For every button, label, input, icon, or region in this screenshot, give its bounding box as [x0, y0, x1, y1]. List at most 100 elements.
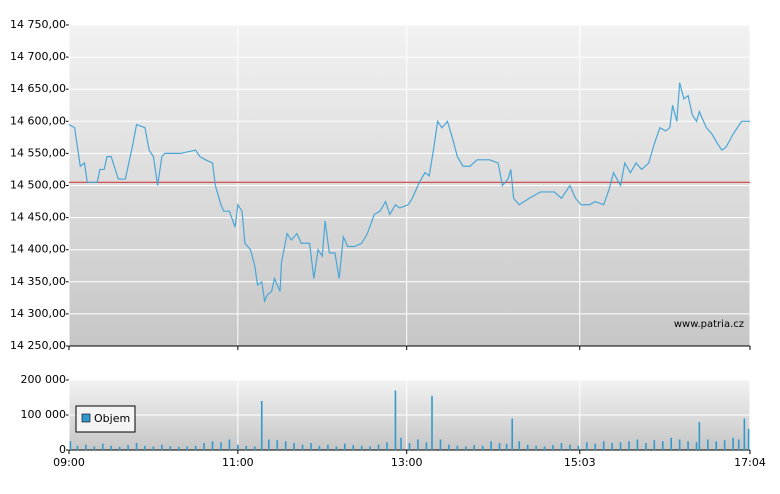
volume-bar: [505, 443, 508, 450]
volume-bar: [698, 422, 701, 450]
volume-bar: [293, 443, 295, 450]
volume-bar: [369, 446, 371, 450]
y-tick-label: 100 000: [21, 408, 67, 421]
y-tick-label: 14 750,00: [10, 18, 66, 31]
volume-bar: [276, 440, 279, 450]
y-tick-label: 14 700,00: [10, 50, 66, 63]
volume-bar: [715, 441, 718, 450]
volume-bar: [220, 442, 222, 450]
volume-bar: [498, 443, 501, 450]
volume-bar: [594, 443, 597, 450]
volume-bar: [386, 442, 388, 450]
y-tick-label: 14 350,00: [10, 275, 66, 288]
volume-bar: [481, 445, 484, 450]
volume-bar: [228, 439, 231, 450]
volume-bar: [101, 443, 104, 450]
volume-bar: [706, 439, 709, 450]
volume-bar: [260, 401, 263, 450]
volume-bar: [69, 441, 72, 450]
volume-bar: [456, 445, 459, 450]
volume-bar: [310, 443, 312, 450]
volume-bar: [400, 437, 402, 450]
volume-bar: [93, 446, 96, 450]
volume-bar: [186, 446, 188, 450]
volume-bar: [118, 446, 121, 450]
volume-bar: [611, 443, 613, 450]
volume-bar: [670, 437, 673, 450]
volume-bar: [653, 440, 656, 450]
volume-bar: [245, 445, 248, 450]
volume-bar: [743, 418, 746, 450]
volume-bar: [560, 443, 563, 450]
volume-bar: [552, 445, 554, 450]
volume-bar: [85, 444, 87, 450]
volume-bar: [177, 446, 180, 450]
y-tick-label: 14 550,00: [10, 146, 66, 159]
volume-bar: [360, 445, 363, 450]
volume-bar: [161, 444, 163, 450]
volume-bar: [619, 442, 622, 450]
volume-bar: [110, 445, 113, 450]
volume-bar: [602, 441, 605, 450]
volume-bar: [518, 441, 521, 450]
volume-bar: [194, 445, 197, 450]
y-tick-label: 14 500,00: [10, 179, 66, 192]
y-tick-label: 14 600,00: [10, 114, 66, 127]
volume-bar: [732, 437, 734, 450]
volume-bar: [135, 443, 138, 450]
volume-bar: [127, 445, 129, 450]
volume-bar: [327, 444, 329, 450]
y-tick-label: 14 650,00: [10, 82, 66, 95]
volume-bar: [343, 443, 346, 450]
volume-bar: [335, 446, 338, 450]
x-tick-label: 17:04: [734, 456, 766, 469]
watermark: www.patria.cz: [674, 319, 744, 330]
volume-bar: [577, 445, 580, 450]
volume-bar: [439, 439, 442, 450]
volume-bar: [417, 439, 419, 450]
y-tick-label: 200 000: [21, 373, 67, 386]
volume-bar: [526, 444, 529, 450]
volume-bar: [169, 446, 172, 450]
y-tick-label: 14 250,00: [10, 339, 66, 352]
volume-bar: [737, 439, 740, 450]
volume-bar: [543, 446, 546, 450]
volume-bar: [425, 442, 428, 450]
volume-bar: [585, 442, 588, 450]
volume-bar: [237, 444, 239, 450]
volume-bar: [144, 445, 146, 450]
y-tick-label: 14 400,00: [10, 243, 66, 256]
volume-bar: [535, 445, 537, 450]
volume-bar: [747, 429, 750, 450]
volume-bar: [490, 441, 492, 450]
volume-bar: [301, 444, 304, 450]
volume-bar: [408, 443, 411, 450]
y-tick-label: 0: [59, 443, 66, 456]
volume-bar: [352, 445, 355, 450]
volume-bar: [203, 443, 205, 450]
legend-label: Objem: [94, 412, 130, 425]
volume-bar: [464, 446, 467, 450]
volume-bar: [661, 441, 664, 450]
volume-bar: [377, 444, 380, 450]
x-tick-label: 09:00: [53, 456, 85, 469]
volume-bar: [645, 443, 647, 450]
volume-bar: [695, 442, 698, 450]
y-tick-label: 14 450,00: [10, 211, 66, 224]
volume-bar: [431, 395, 433, 450]
volume-bar: [687, 441, 689, 450]
legend-swatch: [81, 413, 91, 423]
volume-bar: [394, 390, 397, 450]
volume-bar: [473, 445, 476, 450]
volume-bar: [76, 445, 79, 450]
x-tick-label: 11:00: [222, 456, 254, 469]
volume-bar: [211, 441, 214, 450]
x-tick-label: 15:03: [564, 456, 596, 469]
volume-bar: [253, 446, 256, 450]
volume-bar: [678, 439, 681, 450]
volume-bar: [448, 444, 450, 450]
x-tick-label: 13:00: [391, 456, 423, 469]
price-line: [68, 82, 750, 304]
volume-bar: [723, 440, 726, 450]
